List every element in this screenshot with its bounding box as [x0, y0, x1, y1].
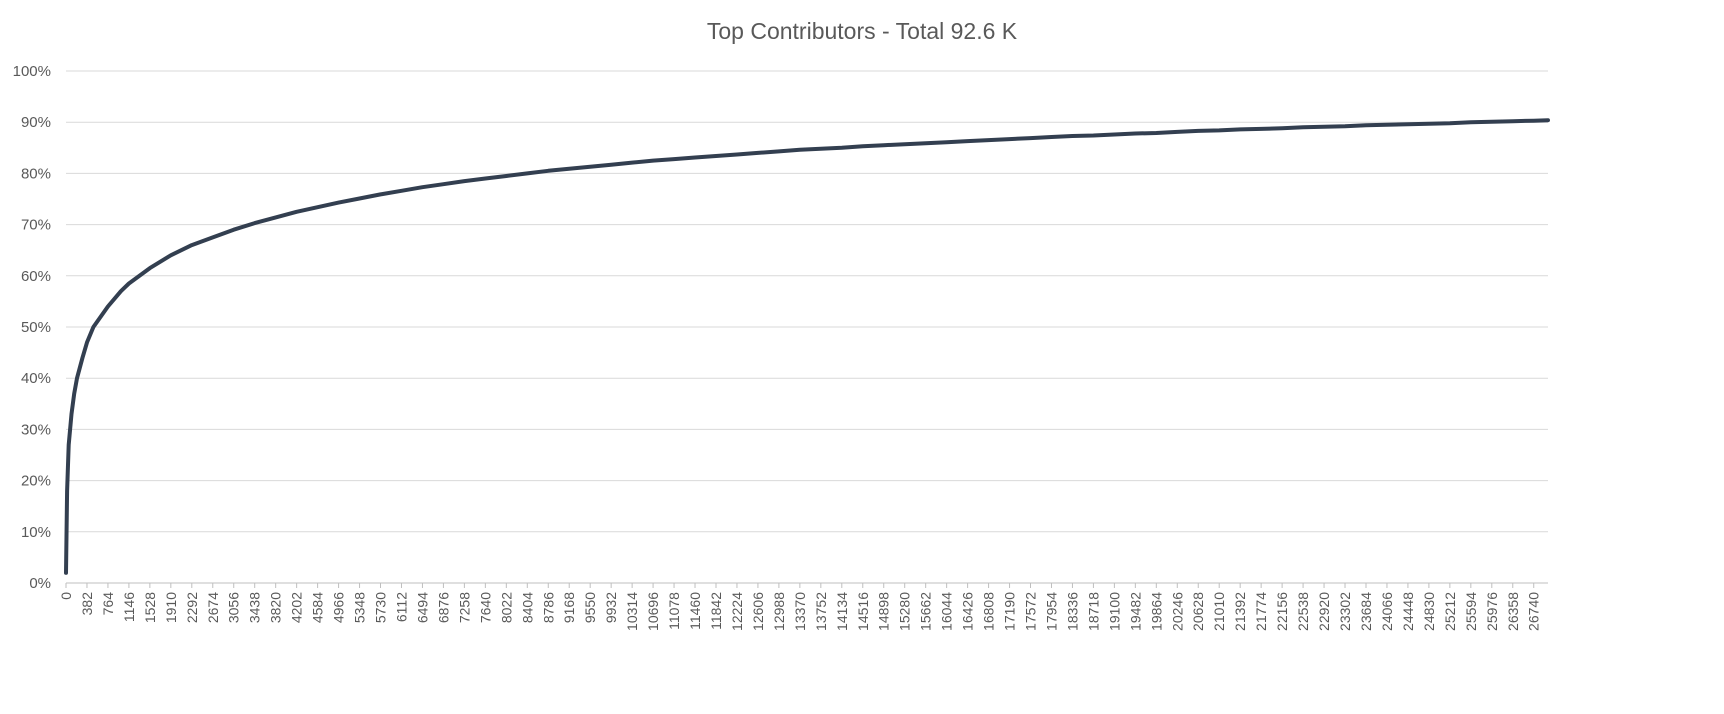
- chart-title: Top Contributors - Total 92.6 K: [706, 18, 1018, 44]
- x-tick-label: 8404: [519, 592, 535, 623]
- x-tick-label: 7640: [477, 592, 493, 623]
- x-tick-label: 12988: [771, 592, 787, 631]
- x-tick-label: 26740: [1526, 592, 1542, 631]
- y-tick-label: 20%: [21, 473, 51, 490]
- x-tick-label: 12606: [750, 592, 766, 631]
- x-tick-label: 11078: [666, 592, 682, 630]
- y-tick-label: 90%: [21, 114, 51, 131]
- x-tick-label: 25976: [1484, 592, 1500, 631]
- x-tick-label: 23684: [1358, 592, 1374, 631]
- y-tick-label: 10%: [21, 524, 51, 541]
- x-tick-label: 13752: [813, 592, 829, 631]
- x-tick-label: 12224: [729, 592, 745, 631]
- x-tick-label: 17190: [1002, 592, 1018, 631]
- x-tick-label: 13370: [792, 592, 808, 631]
- x-tick-label: 22538: [1295, 592, 1311, 631]
- x-tick-label: 22920: [1316, 592, 1332, 631]
- y-tick-label: 30%: [21, 421, 51, 438]
- y-tick-label: 50%: [21, 319, 51, 336]
- y-tick-label: 80%: [21, 165, 51, 182]
- x-tick-label: 764: [100, 592, 116, 616]
- x-tick-label: 19482: [1127, 592, 1143, 631]
- x-tick-label: 9932: [603, 592, 619, 623]
- x-tick-label: 23302: [1337, 592, 1353, 631]
- x-axis: 0 382 764 1146 1528 1910 2292 2674 3056 3438 3820 4…: [58, 583, 1542, 631]
- x-tick-label: 21010: [1211, 592, 1227, 631]
- x-tick-label: 14134: [834, 592, 850, 631]
- x-tick-label: 382: [79, 592, 95, 616]
- x-tick-label: 22156: [1274, 592, 1290, 631]
- x-tick-label: 2292: [184, 592, 200, 623]
- x-tick-label: 18718: [1085, 592, 1101, 631]
- series-line: [64, 118, 1550, 575]
- x-tick-label: 16426: [960, 592, 976, 631]
- x-tick-label: 1528: [142, 592, 158, 623]
- y-axis: 0% 10% 20% 30% 40% 50% 60% 70% 80% 90% 100%: [13, 63, 51, 592]
- x-tick-label: 5730: [373, 592, 389, 623]
- x-tick-label: 5348: [352, 592, 368, 623]
- x-tick-label: 7258: [456, 592, 472, 623]
- x-tick-label: 11460: [687, 592, 703, 630]
- x-tick-label: 1146: [121, 592, 137, 622]
- y-tick-label: 60%: [21, 268, 51, 285]
- x-tick-label: 0: [58, 592, 74, 600]
- y-tick-label: 40%: [21, 370, 51, 387]
- y-tick-label: 100%: [13, 63, 51, 80]
- x-tick-label: 4202: [289, 592, 305, 623]
- gridlines: [66, 70, 1548, 584]
- x-tick-label: 20246: [1169, 592, 1185, 631]
- x-tick-label: 24830: [1421, 592, 1437, 631]
- y-tick-label: 0%: [29, 575, 51, 592]
- x-tick-label: 4584: [310, 592, 326, 623]
- x-tick-label: 6112: [393, 592, 409, 622]
- x-tick-label: 3820: [268, 592, 284, 623]
- x-tick-label: 25212: [1442, 592, 1458, 631]
- x-tick-label: 15662: [918, 592, 934, 631]
- x-tick-label: 11842: [708, 592, 724, 630]
- x-tick-label: 1910: [163, 592, 179, 623]
- x-tick-label: 8786: [540, 592, 556, 623]
- x-tick-label: 9168: [561, 592, 577, 623]
- x-tick-label: 24448: [1400, 592, 1416, 631]
- x-tick-label: 3056: [226, 592, 242, 623]
- x-tick-label: 21392: [1232, 592, 1248, 631]
- x-tick-label: 14898: [876, 592, 892, 631]
- x-tick-label: 14516: [855, 592, 871, 631]
- x-tick-label: 19100: [1106, 592, 1122, 631]
- x-tick-label: 20628: [1190, 592, 1206, 631]
- x-tick-label: 4966: [331, 592, 347, 623]
- x-tick-label: 24066: [1379, 592, 1395, 631]
- x-tick-label: 6494: [414, 592, 430, 623]
- x-tick-label: 25594: [1463, 592, 1479, 631]
- x-tick-label: 16808: [981, 592, 997, 631]
- x-tick-label: 2674: [205, 592, 221, 623]
- x-tick-label: 9550: [582, 592, 598, 623]
- x-tick-label: 17572: [1023, 592, 1039, 631]
- y-tick-label: 70%: [21, 217, 51, 234]
- x-tick-label: 10696: [645, 592, 661, 631]
- x-tick-label: 16044: [939, 592, 955, 631]
- x-tick-label: 15280: [897, 592, 913, 631]
- x-tick-label: 8022: [498, 592, 514, 623]
- x-tick-label: 18336: [1064, 592, 1080, 631]
- x-tick-label: 17954: [1043, 592, 1059, 631]
- x-tick-label: 10314: [624, 592, 640, 631]
- x-tick-label: 19864: [1148, 592, 1164, 631]
- series-layer: [64, 118, 1550, 575]
- x-tick-label: 3438: [247, 592, 263, 623]
- x-tick-label: 21774: [1253, 592, 1269, 631]
- x-tick-label: 26358: [1505, 592, 1521, 631]
- x-tick-label: 6876: [435, 592, 451, 623]
